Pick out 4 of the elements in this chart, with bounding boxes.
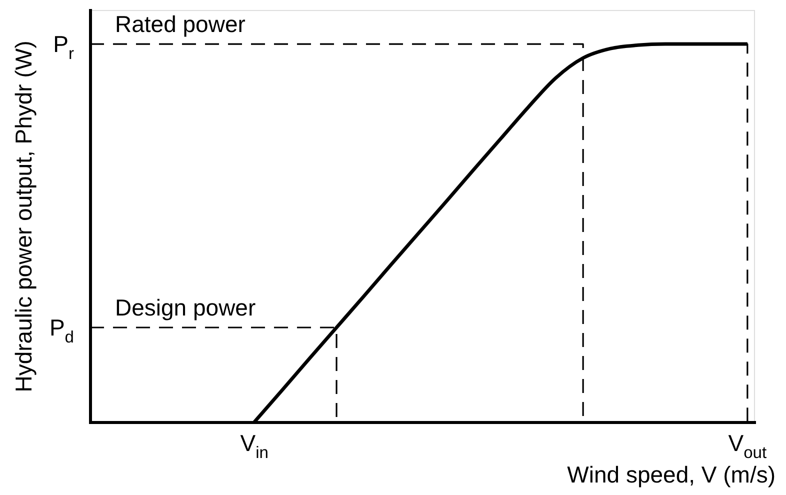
series-label: Rated power [115,11,246,38]
y-axis-title: Hydraulic power output, Phydr (W) [10,40,36,392]
series-label: Design power [115,294,256,321]
x-axis-title: Wind speed, V (m/s) [567,462,776,488]
